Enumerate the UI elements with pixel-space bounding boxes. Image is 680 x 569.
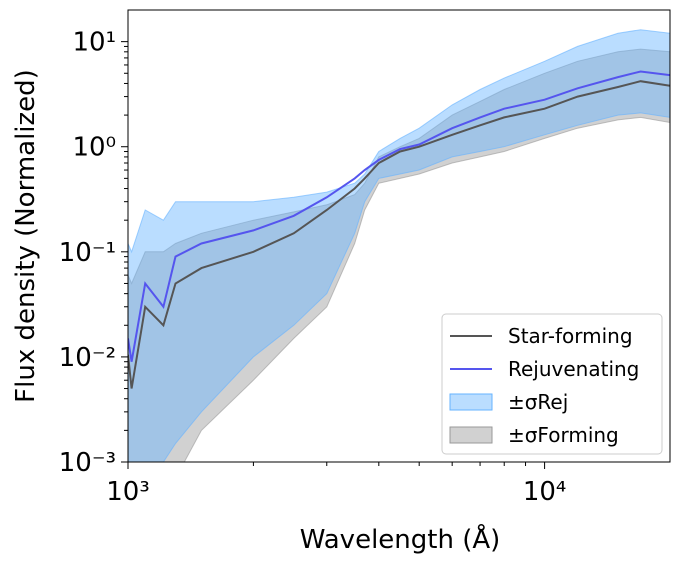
x-axis-label: Wavelength (Å) (300, 523, 501, 555)
x-tick-label: 10³ (106, 477, 150, 507)
legend-swatch (449, 393, 493, 411)
legend-label: Star-forming (508, 324, 633, 348)
plot-area (128, 29, 670, 462)
legend-box (441, 313, 663, 455)
y-tick-label: 10⁻¹ (59, 238, 116, 268)
legend-label: ±σForming (508, 423, 619, 447)
series-line (128, 80, 670, 389)
y-axis-label: Flux density (Normalized) (11, 69, 41, 403)
y-tick-label: 10⁰ (72, 133, 116, 163)
y-tick-label: 10⁻² (59, 343, 116, 373)
legend-label: Rejuvenating (508, 357, 639, 381)
error-band (128, 29, 670, 462)
legend-swatch (449, 426, 493, 444)
legend-label: ±σRej (508, 390, 568, 414)
x-tick-label: 10⁴ (523, 477, 567, 507)
y-tick-label: 10⁻³ (59, 448, 116, 478)
series-line (128, 70, 670, 362)
y-tick-label: 10¹ (72, 28, 116, 58)
plot-frame (127, 9, 671, 463)
